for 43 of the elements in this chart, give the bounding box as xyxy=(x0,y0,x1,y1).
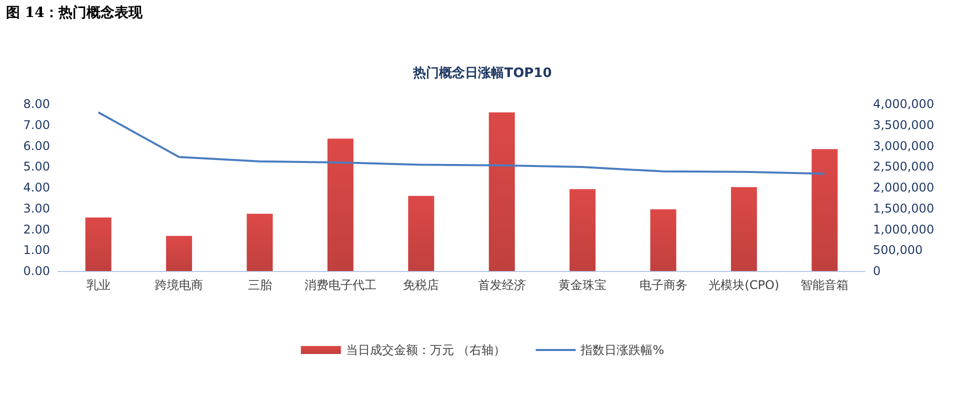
x-tick-label: 电子商务 xyxy=(639,278,688,292)
x-tick-label: 智能音箱 xyxy=(800,278,849,292)
legend-label: 指数日涨跌幅% xyxy=(580,343,664,357)
y2-tick-label: 1,000,000 xyxy=(873,222,934,236)
x-tick-label: 消费电子代工 xyxy=(304,278,376,292)
y-tick-label: 4.00 xyxy=(23,180,50,194)
y2-tick-label: 3,500,000 xyxy=(873,118,934,132)
y2-tick-label: 500,000 xyxy=(873,243,923,258)
y2-tick-label: 4,000,000 xyxy=(873,97,934,111)
bar xyxy=(730,187,757,271)
y-tick-label: 3.00 xyxy=(23,201,50,216)
x-tick-label: 跨境电商 xyxy=(155,278,204,292)
bar xyxy=(570,189,596,271)
y-tick-label: 1.00 xyxy=(23,243,50,258)
x-tick-label: 黄金珠宝 xyxy=(558,278,607,292)
y2-tick-label: 3,000,000 xyxy=(873,138,934,153)
y-tick-label: 8.00 xyxy=(23,97,50,111)
bar xyxy=(166,236,192,271)
y-tick-label: 6.00 xyxy=(23,138,50,153)
y-tick-label: 7.00 xyxy=(23,118,50,132)
bar xyxy=(85,218,112,271)
bar xyxy=(327,138,354,271)
x-tick-label: 免税店 xyxy=(403,278,440,292)
y-tick-label: 5.00 xyxy=(23,160,50,174)
bar xyxy=(812,149,838,271)
x-tick-label: 首发经济 xyxy=(478,278,526,292)
caption: 图 14：热门概念表现 xyxy=(6,4,142,22)
legend-label: 当日成交金额：万元 （右轴） xyxy=(346,343,506,357)
line-series xyxy=(97,111,826,175)
x-tick-label: 光模块(CPO) xyxy=(708,278,780,292)
y2-tick-label: 2,500,000 xyxy=(873,160,934,174)
x-tick-label: 三胎 xyxy=(248,278,272,292)
x-tick-label: 乳业 xyxy=(86,278,110,292)
y2-tick-label: 0 xyxy=(873,264,881,278)
bar xyxy=(246,214,273,271)
bar xyxy=(488,112,515,271)
y2-tick-label: 1,500,000 xyxy=(873,201,934,216)
y-tick-label: 0.00 xyxy=(23,264,50,278)
chart-title: 热门概念日涨幅TOP10 xyxy=(412,65,552,81)
y2-tick-label: 2,000,000 xyxy=(873,180,934,194)
bar xyxy=(408,196,434,271)
bar xyxy=(650,209,676,271)
y-tick-label: 2.00 xyxy=(23,222,50,236)
